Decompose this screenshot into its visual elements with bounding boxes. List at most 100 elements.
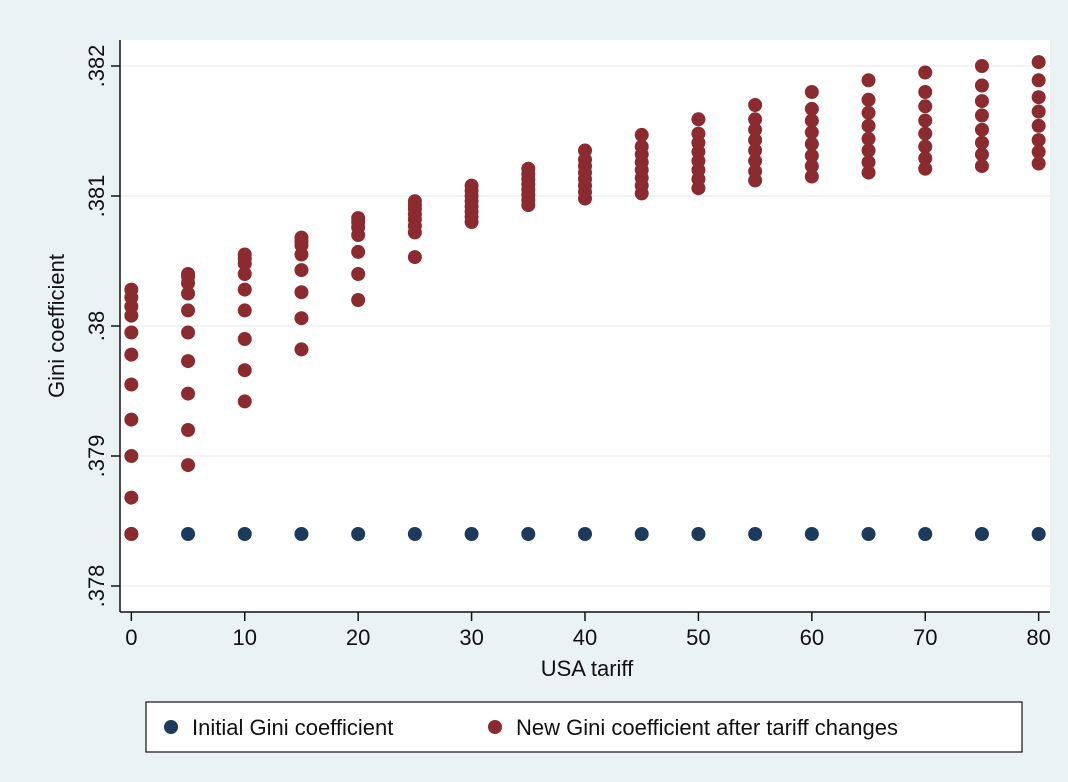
point-initial-gini <box>804 527 819 541</box>
point-new-gini <box>1031 55 1046 70</box>
point-new-gini <box>974 122 989 137</box>
legend-marker-new <box>488 720 502 734</box>
point-new-gini <box>804 148 819 163</box>
point-new-gini <box>974 135 989 150</box>
data-points <box>124 55 1046 541</box>
point-initial-gini <box>1031 527 1046 541</box>
x-tick-label: 10 <box>233 625 257 650</box>
point-new-gini <box>351 267 366 281</box>
point-new-gini <box>181 458 196 473</box>
point-new-gini <box>1031 118 1046 133</box>
point-initial-gini <box>407 527 422 541</box>
point-new-gini <box>237 267 252 281</box>
point-new-gini <box>691 112 706 127</box>
point-new-gini <box>861 105 876 120</box>
point-new-gini <box>124 347 139 362</box>
y-tick-label: .378 <box>84 565 109 608</box>
point-new-gini <box>407 194 422 209</box>
point-new-gini <box>124 377 139 392</box>
point-new-gini <box>351 244 366 259</box>
point-new-gini <box>124 449 139 463</box>
point-new-gini <box>918 113 933 128</box>
point-new-gini <box>124 527 139 541</box>
point-new-gini <box>918 139 933 154</box>
point-new-gini <box>1031 90 1046 105</box>
point-initial-gini <box>691 527 706 541</box>
y-tick-label: .381 <box>84 175 109 218</box>
point-new-gini <box>124 282 139 297</box>
point-initial-gini <box>521 527 536 541</box>
point-new-gini <box>181 267 196 281</box>
point-initial-gini <box>578 527 592 541</box>
x-tick-label: 20 <box>346 625 370 650</box>
point-new-gini <box>237 282 252 297</box>
point-new-gini <box>748 164 763 179</box>
point-new-gini <box>294 342 309 357</box>
point-new-gini <box>1031 104 1046 119</box>
point-new-gini <box>974 59 989 73</box>
point-new-gini <box>1031 156 1046 171</box>
point-new-gini <box>237 363 252 378</box>
x-tick-label: 80 <box>1026 625 1050 650</box>
point-new-gini <box>974 159 989 174</box>
point-new-gini <box>861 73 876 88</box>
point-new-gini <box>861 118 876 133</box>
x-tick-label: 60 <box>800 625 824 650</box>
point-new-gini <box>861 155 876 170</box>
point-new-gini <box>294 263 309 278</box>
y-tick-label: .38 <box>84 311 109 342</box>
point-new-gini <box>804 169 819 184</box>
point-initial-gini <box>748 527 763 541</box>
x-tick-label: 70 <box>913 625 937 650</box>
point-new-gini <box>464 178 479 193</box>
point-new-gini <box>861 92 876 107</box>
point-new-gini <box>974 108 989 123</box>
point-new-gini <box>918 151 933 166</box>
y-axis-title: Gini coefficient <box>44 254 69 398</box>
x-tick-label: 30 <box>459 625 483 650</box>
point-new-gini <box>237 394 252 409</box>
point-new-gini <box>237 247 252 262</box>
point-new-gini <box>691 126 706 141</box>
point-new-gini <box>124 490 139 505</box>
x-axis-title: USA tariff <box>541 656 634 681</box>
x-tick-label: 40 <box>573 625 597 650</box>
point-new-gini <box>407 250 422 265</box>
point-new-gini <box>1031 133 1046 148</box>
y-axis-ticks: .378 .379 .38 .381 .382 <box>84 45 120 608</box>
legend: Initial Gini coefficient New Gini coeffi… <box>145 701 1023 753</box>
y-tick-label: .379 <box>84 435 109 478</box>
point-initial-gini <box>351 527 366 541</box>
point-new-gini <box>748 122 763 137</box>
point-new-gini <box>748 143 763 158</box>
point-initial-gini <box>634 527 649 541</box>
point-new-gini <box>748 133 763 148</box>
point-initial-gini <box>861 527 876 541</box>
point-new-gini <box>181 386 196 401</box>
point-new-gini <box>918 161 933 176</box>
point-new-gini <box>521 161 536 176</box>
y-tick-label: .382 <box>84 45 109 88</box>
point-new-gini <box>1031 144 1046 159</box>
legend-label-initial: Initial Gini coefficient <box>192 715 393 740</box>
point-new-gini <box>918 99 933 114</box>
point-new-gini <box>124 325 139 340</box>
point-new-gini <box>294 230 309 245</box>
point-new-gini <box>181 303 196 318</box>
point-initial-gini <box>294 527 309 541</box>
point-new-gini <box>1031 73 1046 88</box>
point-new-gini <box>124 412 139 427</box>
legend-box <box>145 701 1023 753</box>
x-tick-label: 0 <box>125 625 137 650</box>
point-new-gini <box>294 285 309 300</box>
point-new-gini <box>804 85 819 99</box>
point-new-gini <box>181 423 196 437</box>
point-new-gini <box>804 159 819 174</box>
point-new-gini <box>861 131 876 146</box>
point-new-gini <box>634 127 649 142</box>
point-new-gini <box>974 78 989 93</box>
point-new-gini <box>974 94 989 109</box>
point-new-gini <box>748 112 763 127</box>
point-new-gini <box>861 165 876 180</box>
point-new-gini <box>578 143 592 158</box>
